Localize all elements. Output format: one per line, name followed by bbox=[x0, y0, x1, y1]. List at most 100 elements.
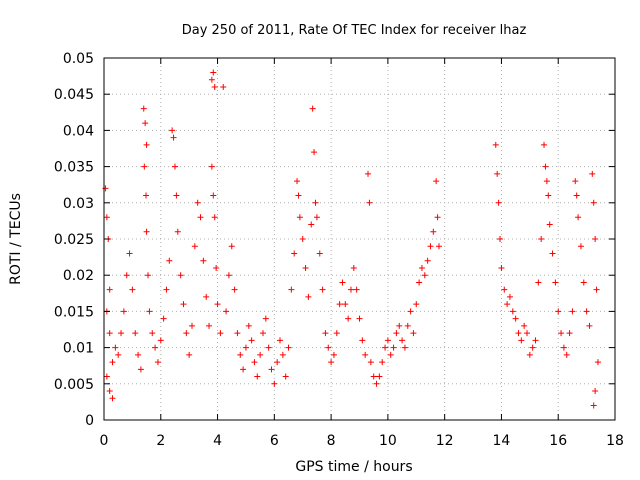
data-point bbox=[328, 359, 335, 366]
data-point bbox=[342, 301, 349, 308]
x-tick-label: 16 bbox=[549, 433, 567, 449]
data-point bbox=[549, 250, 556, 257]
data-point bbox=[583, 308, 590, 315]
data-point bbox=[492, 141, 499, 148]
data-point bbox=[356, 315, 363, 322]
data-point bbox=[498, 264, 505, 271]
data-point bbox=[191, 243, 198, 250]
data-point bbox=[545, 192, 552, 199]
data-point bbox=[393, 330, 400, 337]
data-point bbox=[504, 301, 511, 308]
data-point bbox=[112, 344, 119, 351]
data-point bbox=[143, 228, 150, 235]
data-point bbox=[387, 351, 394, 358]
y-tick-labels: 0 0.005 0.01 0.015 0.02 0.025 0.03 0.035 0.04 0.0… bbox=[54, 51, 94, 429]
data-point bbox=[558, 330, 565, 337]
data-point bbox=[210, 69, 217, 76]
data-point bbox=[197, 214, 204, 221]
data-point bbox=[367, 359, 374, 366]
data-point bbox=[538, 236, 545, 242]
data-point bbox=[143, 141, 150, 148]
data-point bbox=[294, 178, 301, 185]
y-tick-label: 0.04 bbox=[63, 123, 94, 139]
data-point bbox=[271, 380, 278, 387]
data-point bbox=[118, 330, 125, 337]
data-point bbox=[189, 322, 196, 329]
data-point bbox=[366, 199, 373, 206]
data-point bbox=[160, 315, 167, 322]
x-tick-label: 4 bbox=[213, 433, 222, 449]
data-point bbox=[163, 286, 170, 293]
data-point bbox=[350, 264, 357, 271]
chart-title: Day 250 of 2011, Rate Of TEC Index for r… bbox=[182, 23, 527, 38]
data-point bbox=[245, 322, 252, 329]
data-point bbox=[308, 221, 315, 228]
data-point bbox=[376, 373, 383, 380]
y-tick-label: 0.045 bbox=[54, 87, 94, 103]
y-tick-label: 0.03 bbox=[63, 196, 94, 212]
data-point bbox=[529, 344, 536, 351]
data-point bbox=[142, 120, 149, 127]
data-point bbox=[575, 214, 582, 221]
y-tick-label: 0.01 bbox=[63, 341, 94, 357]
y-tick-label: 0.025 bbox=[54, 232, 94, 248]
data-point bbox=[573, 192, 580, 199]
data-point bbox=[171, 163, 178, 170]
data-point bbox=[546, 221, 553, 228]
data-point bbox=[143, 192, 150, 199]
data-point bbox=[123, 272, 130, 279]
data-point bbox=[424, 257, 431, 264]
x-tick-label: 14 bbox=[493, 433, 511, 449]
data-point bbox=[203, 293, 210, 300]
data-point bbox=[433, 178, 440, 185]
data-point bbox=[180, 301, 187, 308]
data-point bbox=[305, 293, 312, 300]
data-point bbox=[379, 359, 386, 366]
x-tick-label: 8 bbox=[327, 433, 336, 449]
data-point bbox=[295, 192, 302, 199]
y-axis-label: ROTI / TECUs bbox=[8, 193, 24, 285]
data-point bbox=[211, 214, 218, 221]
data-point bbox=[316, 250, 323, 257]
data-point bbox=[132, 330, 139, 337]
data-point bbox=[115, 351, 122, 358]
data-point bbox=[566, 330, 573, 337]
data-point bbox=[140, 105, 147, 112]
data-point bbox=[288, 286, 295, 293]
data-point bbox=[248, 337, 255, 344]
data-point bbox=[251, 359, 258, 366]
data-point bbox=[299, 236, 306, 242]
data-point bbox=[208, 76, 215, 83]
data-point bbox=[194, 199, 201, 206]
data-point bbox=[586, 322, 593, 329]
data-point bbox=[282, 373, 289, 380]
data-point bbox=[501, 286, 508, 293]
data-point bbox=[183, 330, 190, 337]
x-tick-label: 12 bbox=[436, 433, 454, 449]
data-point bbox=[552, 279, 559, 286]
data-point bbox=[126, 250, 133, 257]
data-point bbox=[384, 337, 391, 344]
data-point bbox=[362, 351, 369, 358]
data-point bbox=[177, 272, 184, 279]
data-point bbox=[311, 149, 318, 156]
data-point bbox=[494, 170, 501, 177]
data-point bbox=[434, 214, 441, 221]
data-point bbox=[154, 359, 161, 366]
data-point bbox=[506, 293, 513, 300]
x-tick-label: 18 bbox=[606, 433, 624, 449]
x-tick-labels: 0 2 4 6 8 10 12 14 16 18 bbox=[100, 433, 624, 449]
data-point bbox=[254, 373, 261, 380]
data-point bbox=[231, 286, 238, 293]
data-point bbox=[509, 308, 516, 315]
data-point bbox=[390, 344, 397, 351]
data-point bbox=[257, 351, 264, 358]
data-point bbox=[518, 337, 525, 344]
y-tick-label: 0.005 bbox=[54, 377, 94, 393]
data-point bbox=[532, 337, 539, 344]
data-point bbox=[200, 257, 207, 264]
y-tick-label: 0.015 bbox=[54, 304, 94, 320]
data-point bbox=[309, 105, 316, 112]
data-point bbox=[359, 337, 366, 344]
y-tick-label: 0.05 bbox=[63, 51, 94, 67]
